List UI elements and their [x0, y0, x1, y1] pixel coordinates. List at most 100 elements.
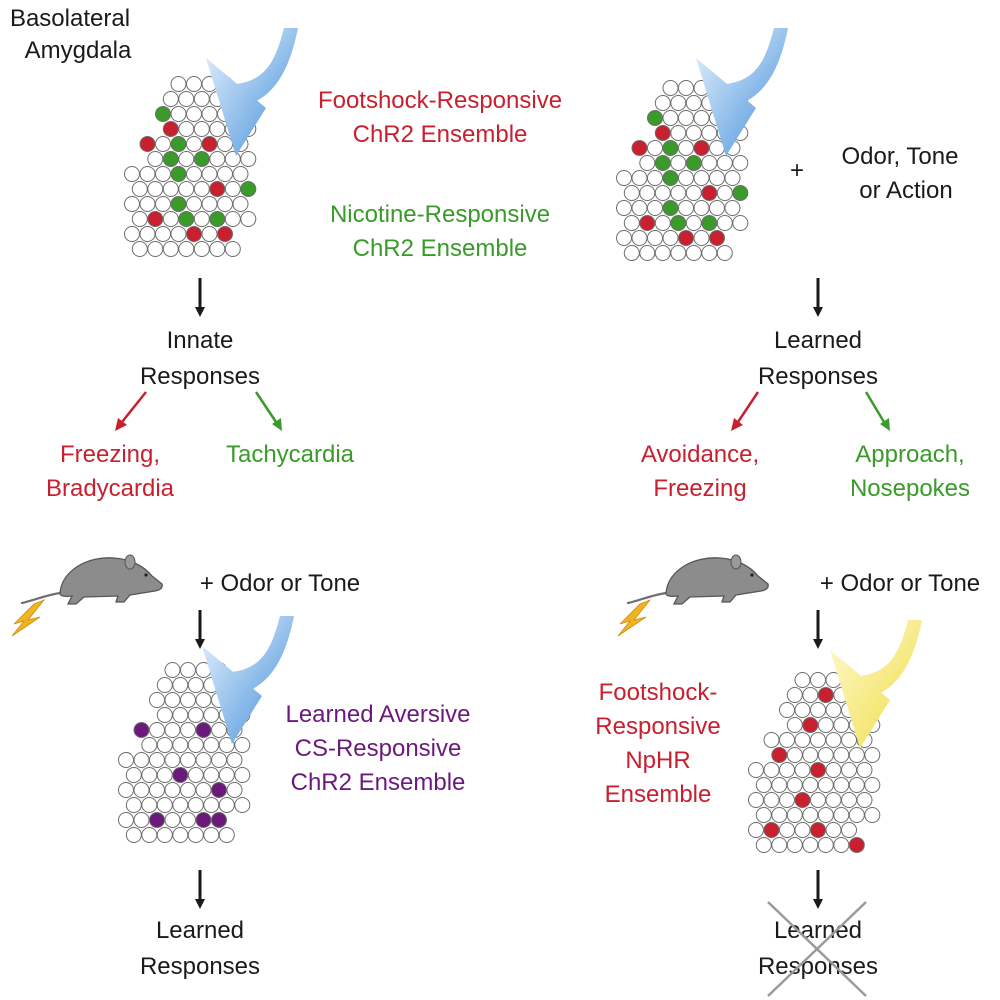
- neuron: [170, 226, 187, 242]
- neuron: [639, 185, 656, 201]
- neuron: [217, 166, 233, 182]
- aversive-response-line2: Freezing: [653, 475, 746, 502]
- neuron: [218, 797, 235, 813]
- appetitive-response-line2: Nosepokes: [850, 475, 970, 502]
- neuron: [149, 692, 165, 708]
- neuron: [802, 777, 819, 793]
- green-neuron: [654, 155, 671, 171]
- neuron: [623, 245, 640, 261]
- neuron: [209, 241, 226, 257]
- neuron: [147, 241, 164, 257]
- neuron: [864, 777, 881, 793]
- neuron: [118, 782, 134, 798]
- neuron: [670, 245, 687, 261]
- neuron: [647, 200, 663, 216]
- ensemble-line1: Footshock-: [599, 679, 718, 706]
- red-neuron: [209, 181, 226, 197]
- neuron: [193, 241, 210, 257]
- neuron: [156, 827, 173, 843]
- neuron: [771, 777, 788, 793]
- neuron: [833, 717, 850, 733]
- neuron: [141, 827, 158, 843]
- neuron: [716, 185, 733, 201]
- neuron: [848, 747, 865, 763]
- neuron: [716, 245, 733, 261]
- neuron: [841, 762, 857, 778]
- purple-neuron: [172, 767, 189, 783]
- neuron: [178, 121, 195, 137]
- neuron: [211, 722, 227, 738]
- neuron: [647, 230, 663, 246]
- neuron: [170, 76, 187, 92]
- neuron: [232, 196, 249, 212]
- red-neuron: [654, 125, 671, 141]
- red-neuron: [139, 136, 156, 152]
- neuron: [662, 110, 679, 126]
- neuron: [810, 672, 826, 688]
- neuron: [217, 136, 233, 152]
- neuron: [180, 812, 196, 828]
- appetitive-response-line1: Tachycardia: [226, 441, 355, 468]
- neuron: [755, 837, 772, 853]
- neuron: [217, 196, 233, 212]
- neuron: [201, 226, 218, 242]
- neuron: [817, 837, 834, 853]
- neuron: [125, 827, 142, 843]
- neuron: [755, 777, 772, 793]
- neuron: [623, 215, 640, 231]
- neuron: [685, 185, 702, 201]
- neuron: [186, 166, 202, 182]
- outcome-line1: Learned: [774, 327, 862, 354]
- neuron: [218, 827, 235, 843]
- neuron: [779, 702, 795, 718]
- optic-fiber: [726, 28, 788, 104]
- purple-neuron: [149, 812, 165, 828]
- outcome-line2: Responses: [758, 363, 878, 390]
- neuron: [234, 767, 251, 783]
- neuron: [172, 677, 189, 693]
- neuron: [186, 76, 202, 92]
- neuron: [678, 200, 694, 216]
- neuron: [616, 200, 632, 216]
- neuron: [616, 170, 632, 186]
- appetitive-arrowhead: [880, 418, 890, 431]
- neuron: [693, 200, 710, 216]
- optic-fiber-top-right: [696, 28, 788, 156]
- neuron-cluster-top-left: [124, 76, 257, 257]
- neuron: [149, 752, 165, 768]
- aversive-arrowhead: [731, 418, 743, 431]
- neuron: [685, 245, 702, 261]
- neuron-cluster-bottom-right: [748, 672, 881, 853]
- neuron: [164, 692, 181, 708]
- neuron: [224, 151, 241, 167]
- neuron: [848, 807, 865, 823]
- neuron: [670, 125, 687, 141]
- neuron: [701, 125, 718, 141]
- neuron: [226, 782, 243, 798]
- neuron: [226, 752, 243, 768]
- red-neuron: [848, 837, 865, 853]
- neuron: [141, 767, 158, 783]
- neuron: [164, 722, 181, 738]
- neuron: [141, 737, 158, 753]
- neuron: [162, 181, 179, 197]
- neuron: [156, 737, 173, 753]
- red-neuron: [639, 215, 656, 231]
- neuron: [693, 170, 710, 186]
- neuron: [786, 717, 803, 733]
- neuron: [848, 777, 865, 793]
- neuron: [224, 181, 241, 197]
- neuron: [155, 196, 171, 212]
- stimulus-line1: Odor, Tone: [842, 143, 959, 170]
- neuron: [817, 777, 834, 793]
- neuron: [670, 185, 687, 201]
- neuron: [639, 155, 656, 171]
- green-neuron: [670, 215, 687, 231]
- neuron: [240, 211, 257, 227]
- green-neuron: [685, 155, 702, 171]
- red-neuron: [631, 140, 648, 156]
- neuron: [678, 170, 694, 186]
- neuron: [709, 200, 725, 216]
- neuron: [203, 767, 220, 783]
